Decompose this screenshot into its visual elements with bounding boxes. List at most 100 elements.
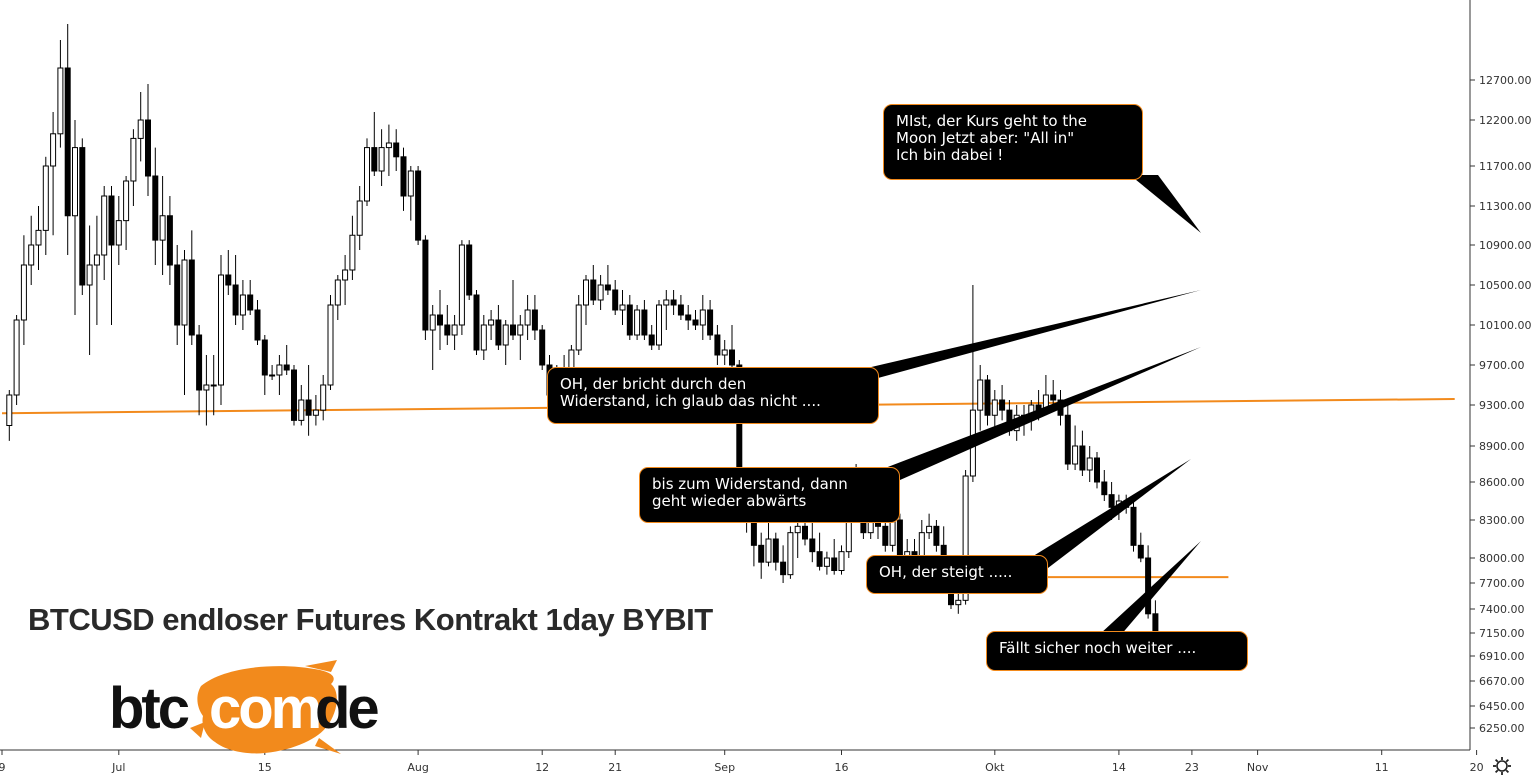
candle <box>510 280 516 340</box>
candle <box>247 280 254 315</box>
candle <box>539 325 546 370</box>
time-tick-label: Okt <box>985 761 1005 774</box>
candle <box>531 295 538 340</box>
time-axis-ticks: 9 Jul 15 Aug 12 21 Sep 16 Okt 14 23 Nov 11 20 <box>0 750 1484 774</box>
time-tick-label: 9 <box>0 761 6 774</box>
time-tick-label: 11 <box>1375 761 1389 774</box>
candle <box>831 539 838 575</box>
candle <box>1050 380 1057 405</box>
candle <box>838 545 845 575</box>
candle <box>1064 400 1071 470</box>
candle <box>422 235 429 340</box>
time-tick-label: Sep <box>714 761 735 774</box>
callout-moon: MIst, der Kurs geht to the Moon Jetzt ab… <box>883 104 1143 180</box>
candle <box>64 24 71 255</box>
candle <box>480 315 487 360</box>
candle <box>6 390 13 441</box>
chart-title: BTCUSD endloser Futures Kontrakt 1day BY… <box>28 602 713 637</box>
price-tick-label: 8600.00 <box>1479 476 1525 489</box>
candle <box>466 240 473 300</box>
candle <box>93 215 100 325</box>
candle <box>356 186 363 250</box>
candle <box>495 305 502 350</box>
candle <box>305 365 312 436</box>
time-tick-label: 20 <box>1470 761 1484 774</box>
candle <box>1101 470 1108 501</box>
candle <box>385 124 392 176</box>
settings-gear-icon[interactable] <box>1493 757 1511 775</box>
price-tick-label: 8900.00 <box>1479 440 1525 453</box>
candle <box>969 285 976 482</box>
price-tick-label: 6250.00 <box>1479 722 1525 735</box>
candle <box>670 290 677 315</box>
candle <box>1145 545 1152 619</box>
candle <box>575 295 582 355</box>
candle <box>320 375 327 421</box>
candle <box>239 280 246 330</box>
time-tick-label: 12 <box>535 761 549 774</box>
candle <box>72 120 78 315</box>
candle <box>1094 452 1100 489</box>
price-axis-ticks: 6250.00 6450.00 6670.00 6910.00 7150.00 7400.… <box>1470 74 1532 735</box>
candle <box>327 295 334 390</box>
candle <box>765 520 772 567</box>
candle <box>809 520 816 563</box>
price-tick-label: 12200.00 <box>1479 114 1532 127</box>
candle <box>429 305 436 370</box>
candle <box>188 230 195 345</box>
candle <box>166 196 173 285</box>
candle <box>444 305 451 345</box>
candle <box>20 235 27 345</box>
candle <box>648 325 655 350</box>
time-tick-label: Aug <box>407 761 428 774</box>
callout-steigt: OH, der steigt ..... <box>866 555 1048 594</box>
candle <box>50 112 57 236</box>
candle <box>634 305 641 340</box>
candle <box>86 225 93 355</box>
candle <box>269 365 276 380</box>
candle <box>35 206 42 270</box>
candle <box>312 395 319 426</box>
candle <box>159 176 166 275</box>
candle <box>984 375 991 426</box>
time-tick-label: Jul <box>111 761 125 774</box>
candle <box>181 250 188 395</box>
candle <box>13 315 20 405</box>
candle <box>451 315 458 350</box>
time-tick-label: 15 <box>258 761 272 774</box>
callout-faellt: Fällt sicher noch weiter .... <box>986 631 1248 671</box>
price-tick-label: 6910.00 <box>1479 650 1525 663</box>
candle <box>626 295 633 340</box>
candle <box>276 355 283 395</box>
candle <box>196 325 203 416</box>
candle <box>473 290 480 355</box>
candle <box>590 265 597 305</box>
logo-text-de: de <box>315 676 378 741</box>
price-tick-label: 8300.00 <box>1479 514 1525 527</box>
candle <box>619 290 626 325</box>
candle <box>656 300 662 350</box>
logo-text-com: com <box>209 676 319 741</box>
candle <box>115 196 122 265</box>
candle <box>977 365 984 431</box>
candle <box>130 129 137 206</box>
callout-pointer <box>1100 541 1201 636</box>
candle <box>692 310 699 330</box>
candles <box>6 24 1159 668</box>
candle <box>583 275 589 325</box>
logo-splash-shape <box>197 666 337 754</box>
candle <box>823 551 830 575</box>
candle <box>677 295 684 320</box>
time-tick-label: 16 <box>835 761 849 774</box>
candle <box>991 390 998 431</box>
price-tick-label: 11700.00 <box>1479 160 1532 173</box>
candle <box>210 355 217 416</box>
candle <box>1079 430 1086 476</box>
candle <box>232 255 239 325</box>
btc-com-de-logo: btc com de <box>109 660 381 754</box>
candle <box>816 532 823 571</box>
candle <box>298 385 305 426</box>
candle <box>458 240 465 335</box>
candle <box>721 340 728 365</box>
